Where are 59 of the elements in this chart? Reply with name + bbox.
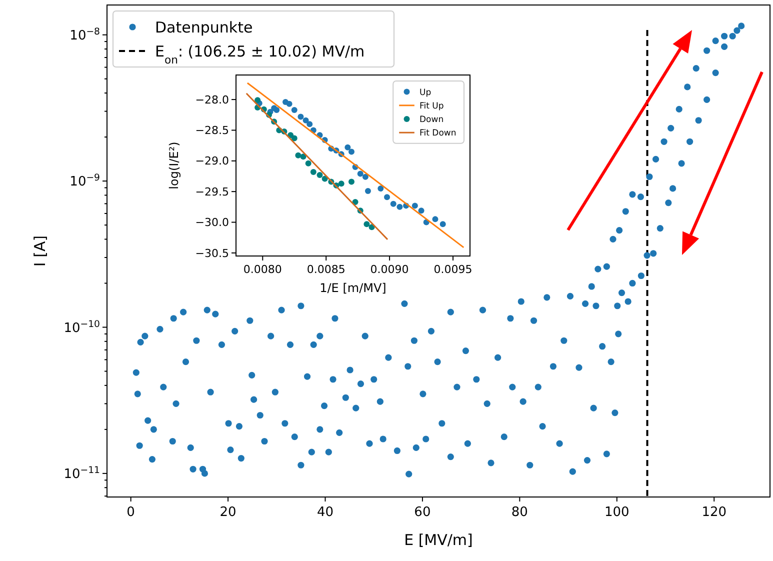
y-axis-title: I [A] bbox=[31, 235, 49, 267]
y-tick-label: −28.0 bbox=[195, 93, 229, 106]
point bbox=[344, 144, 351, 150]
y-tick-label: −29.5 bbox=[195, 185, 229, 198]
y-axis-title: log(I/E²) bbox=[167, 142, 181, 190]
point bbox=[364, 221, 370, 228]
point bbox=[364, 188, 371, 194]
point bbox=[378, 186, 384, 192]
x-axis-title: E [MV/m] bbox=[404, 531, 473, 549]
x-tick-label: 20 bbox=[220, 505, 236, 520]
x-tick-label: 40 bbox=[316, 505, 334, 520]
point bbox=[295, 152, 302, 158]
point bbox=[291, 135, 298, 142]
point bbox=[418, 208, 424, 214]
point bbox=[432, 216, 438, 222]
x-tick-label: 120 bbox=[702, 505, 727, 520]
point bbox=[440, 221, 446, 228]
y-tick-label: −30.5 bbox=[195, 246, 229, 260]
legend-label: Fit Down bbox=[420, 128, 456, 139]
y-tick-label: −28.5 bbox=[195, 124, 229, 138]
point bbox=[348, 148, 354, 155]
x-tick-label: 80 bbox=[511, 505, 528, 520]
x-tick-label: 0.0090 bbox=[370, 263, 409, 276]
point bbox=[357, 170, 364, 177]
y-tick-label: −30.0 bbox=[195, 216, 229, 230]
point bbox=[390, 200, 396, 207]
point bbox=[302, 117, 309, 124]
x-tick-label: 0 bbox=[126, 505, 135, 520]
point bbox=[254, 97, 261, 104]
x-tick-label: 100 bbox=[604, 505, 630, 520]
x-tick-label: 0.0095 bbox=[434, 263, 472, 276]
point bbox=[286, 100, 292, 107]
point bbox=[291, 106, 298, 113]
point bbox=[316, 172, 323, 178]
legend-label: Fit Up bbox=[420, 101, 444, 112]
point bbox=[396, 204, 403, 210]
x-axis-title: 1/E [m/MV] bbox=[320, 281, 386, 295]
y-tick-label: 10$^{−10}$ bbox=[64, 318, 100, 336]
x-tick-label: 60 bbox=[414, 505, 431, 520]
legend-label: Up bbox=[420, 88, 432, 98]
y-tick-label: −29.0 bbox=[195, 154, 229, 168]
point bbox=[384, 194, 390, 200]
y-tick-label: 10$^{−8}$ bbox=[70, 26, 100, 44]
point bbox=[310, 168, 316, 175]
point bbox=[362, 174, 368, 180]
legend-label: Down bbox=[420, 114, 444, 125]
legend-label: Datenpunkte bbox=[155, 18, 253, 36]
point bbox=[348, 178, 354, 185]
ref-line-label: E$_{on}$: (106.25 ± 10.02) MV/m bbox=[155, 42, 365, 66]
point bbox=[412, 202, 418, 209]
y-tick-label: 10$^{−11}$ bbox=[64, 464, 100, 482]
x-tick-label: 0.0080 bbox=[243, 263, 282, 276]
point bbox=[305, 160, 312, 166]
point bbox=[298, 114, 304, 120]
point bbox=[274, 106, 280, 113]
x-tick-label: 0.0085 bbox=[306, 263, 346, 276]
y-tick-label: 10$^{−9}$ bbox=[70, 172, 100, 190]
point bbox=[338, 180, 344, 187]
point bbox=[306, 121, 313, 128]
